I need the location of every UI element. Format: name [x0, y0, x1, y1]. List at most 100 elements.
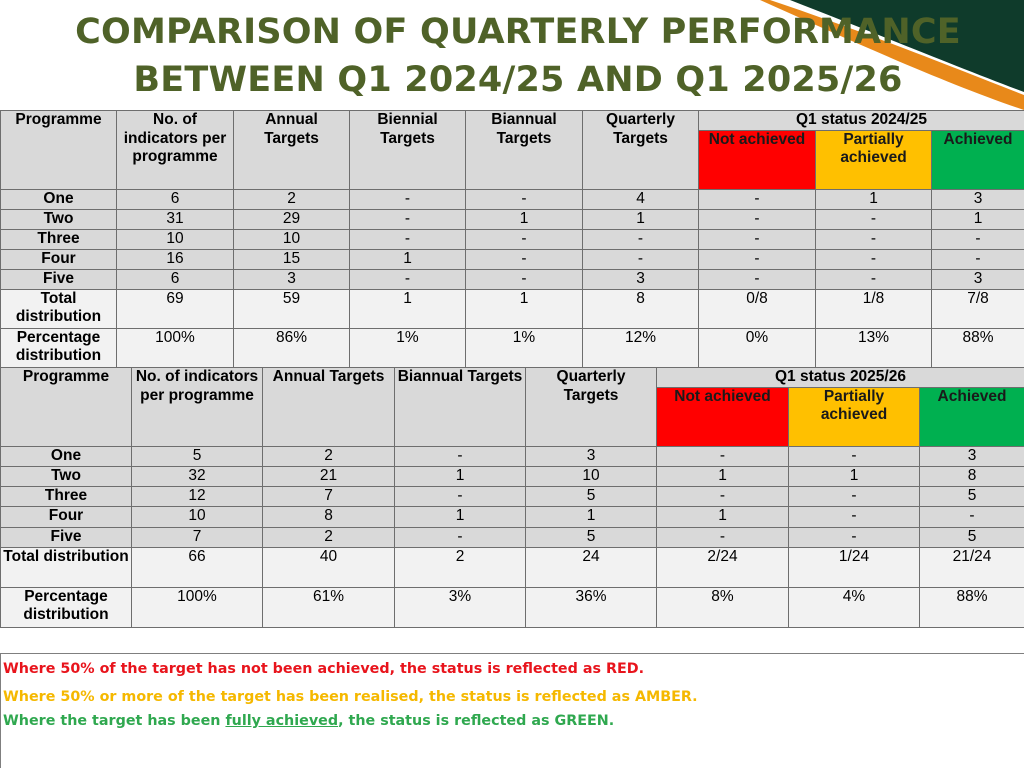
cell-not-achieved: - — [698, 208, 816, 230]
cell-indicators: 31 — [116, 208, 234, 230]
col-header-not-achieved: Not achieved — [656, 386, 789, 447]
cell-partially-achieved: 13% — [815, 327, 932, 368]
cell-annual: 8 — [262, 506, 395, 528]
cell-achieved: 21/24 — [919, 546, 1024, 588]
cell-annual: 59 — [233, 288, 350, 329]
cell-annual: 29 — [233, 208, 350, 230]
cell-quarterly: 8 — [582, 288, 699, 329]
q1-2025-26-table: Programme No. of indicators per programm… — [0, 367, 1024, 628]
cell-quarterly: 3 — [525, 445, 657, 467]
cell-partially-achieved: - — [788, 486, 920, 508]
col-header-partially-achieved: Partially achieved — [815, 129, 932, 190]
cell-not-achieved: 0% — [698, 327, 816, 368]
col-header-status: Q1 status 2025/26 — [656, 367, 1024, 388]
cell-partially-achieved: - — [815, 228, 932, 250]
cell-annual: 3 — [233, 268, 350, 290]
cell-annual: 2 — [262, 526, 395, 548]
cell-achieved: 7/8 — [931, 288, 1024, 329]
table-row: Five 6 3 - - 3 - - 3 — [0, 268, 1024, 290]
cell-partially-achieved: - — [788, 506, 920, 528]
cell-biennial: 1% — [349, 327, 466, 368]
cell-annual: 40 — [262, 546, 395, 588]
cell-biannual: 1 — [394, 465, 526, 488]
col-header-achieved: Achieved — [931, 129, 1024, 190]
table-subheader-row: Not achieved Partially achieved Achieved — [1, 386, 1024, 447]
cell-biennial: - — [349, 268, 466, 290]
cell-quarterly: 24 — [525, 546, 657, 588]
table-row: Three 10 10 - - - - - - — [0, 228, 1024, 250]
table-row-total: Total distribution 66 40 2 24 2/24 1/24 … — [0, 546, 1024, 588]
legend-red-text: Where 50% of the target has not been ach… — [3, 661, 645, 677]
cell-biannual: 1% — [465, 327, 583, 368]
cell-programme: Two — [0, 465, 132, 488]
table-row: Five 7 2 - 5 - - 5 — [0, 526, 1024, 548]
cell-annual: 86% — [233, 327, 350, 368]
cell-biannual: - — [465, 248, 583, 270]
cell-biennial: - — [349, 208, 466, 230]
cell-programme: Three — [0, 486, 132, 508]
cell-biannual: - — [394, 526, 526, 548]
cell-biannual: - — [465, 188, 583, 210]
col-header-indicators: No. of indicators per programme — [116, 110, 234, 190]
cell-annual: 10 — [233, 228, 350, 250]
cell-partially-achieved: 1/24 — [788, 546, 920, 588]
cell-quarterly: 1 — [582, 208, 699, 230]
cell-indicators: 16 — [116, 248, 234, 270]
cell-programme: Two — [0, 208, 117, 230]
cell-biannual: 1 — [465, 288, 583, 329]
cell-quarterly: 10 — [525, 465, 657, 488]
cell-partially-achieved: 4% — [788, 586, 920, 628]
cell-programme: Four — [0, 506, 132, 528]
cell-indicators: 7 — [131, 526, 263, 548]
cell-quarterly: 3 — [582, 268, 699, 290]
table-header-row: Programme No. of indicators per programm… — [0, 367, 1024, 447]
cell-programme: Percentage distribution — [0, 586, 132, 628]
legend-green-pre: Where the target has been — [3, 713, 226, 729]
cell-biennial: 1 — [349, 248, 466, 270]
col-header-partially-achieved: Partially achieved — [788, 386, 920, 447]
cell-indicators: 100% — [116, 327, 234, 368]
col-header-annual: Annual Targets — [262, 367, 395, 447]
cell-programme: Five — [0, 526, 132, 548]
col-header-status: Q1 status 2024/25 — [698, 110, 1024, 131]
cell-quarterly: 4 — [582, 188, 699, 210]
cell-indicators: 100% — [131, 586, 263, 628]
cell-indicators: 10 — [131, 506, 263, 528]
cell-quarterly: 1 — [525, 506, 657, 528]
cell-not-achieved: - — [656, 526, 789, 548]
col-header-not-achieved: Not achieved — [698, 129, 816, 190]
cell-achieved: - — [931, 228, 1024, 250]
col-header-biennial: Biennial Targets — [349, 110, 466, 190]
q1-2024-25-table: Programme No. of indicators per programm… — [0, 110, 1024, 368]
table-row-total: Total distribution 69 59 1 1 8 0/8 1/8 7… — [0, 288, 1024, 329]
cell-not-achieved: - — [698, 228, 816, 250]
cell-programme: Four — [0, 248, 117, 270]
cell-partially-achieved: - — [788, 445, 920, 467]
cell-achieved: 3 — [931, 188, 1024, 210]
cell-achieved: 8 — [919, 465, 1024, 488]
cell-quarterly: - — [582, 248, 699, 270]
cell-indicators: 10 — [116, 228, 234, 250]
cell-programme: Three — [0, 228, 117, 250]
cell-not-achieved: 0/8 — [698, 288, 816, 329]
cell-quarterly: - — [582, 228, 699, 250]
cell-biannual: - — [465, 228, 583, 250]
cell-indicators: 12 — [131, 486, 263, 508]
cell-not-achieved: 1 — [656, 506, 789, 528]
col-header-quarterly: Quarterly Targets — [582, 110, 699, 190]
page-title-line2: BETWEEN Q1 2024/25 AND Q1 2025/26 — [133, 60, 903, 100]
cell-indicators: 32 — [131, 465, 263, 488]
cell-not-achieved: - — [656, 486, 789, 508]
cell-annual: 2 — [262, 445, 395, 467]
table-row-percentage: Percentage distribution 100% 61% 3% 36% … — [0, 586, 1024, 628]
cell-biennial: - — [349, 228, 466, 250]
col-header-programme: Programme — [0, 367, 132, 447]
cell-not-achieved: 1 — [656, 465, 789, 488]
cell-biannual: 1 — [465, 208, 583, 230]
cell-annual: 7 — [262, 486, 395, 508]
table-row: One 6 2 - - 4 - 1 3 — [0, 188, 1024, 210]
col-header-programme: Programme — [0, 110, 117, 190]
table-row: Four 10 8 1 1 1 - - — [0, 506, 1024, 528]
table-header-row: Programme No. of indicators per programm… — [0, 110, 1024, 190]
cell-achieved: 3 — [931, 268, 1024, 290]
